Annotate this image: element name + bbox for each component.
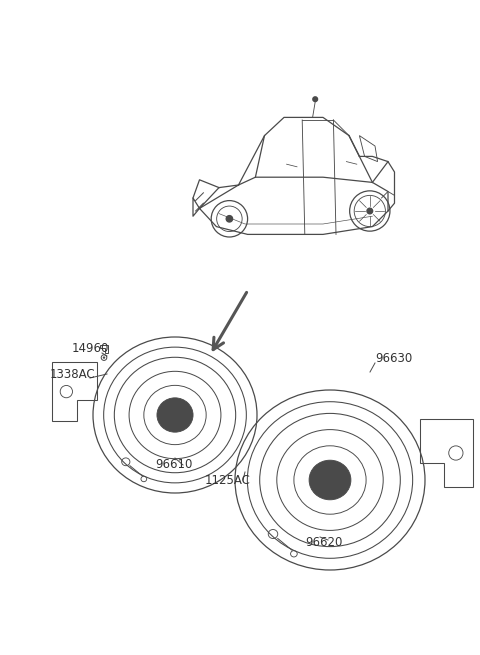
Text: 96620: 96620: [305, 536, 342, 548]
Text: 1125AC: 1125AC: [205, 474, 251, 487]
Circle shape: [313, 97, 318, 102]
Ellipse shape: [103, 356, 105, 359]
Ellipse shape: [309, 460, 351, 500]
Text: 1338AC: 1338AC: [50, 369, 96, 381]
Text: 96610: 96610: [155, 458, 192, 472]
Ellipse shape: [157, 398, 193, 432]
Ellipse shape: [226, 215, 233, 222]
Text: 96630: 96630: [375, 352, 412, 364]
Ellipse shape: [367, 208, 372, 214]
Text: 14960: 14960: [72, 341, 109, 354]
